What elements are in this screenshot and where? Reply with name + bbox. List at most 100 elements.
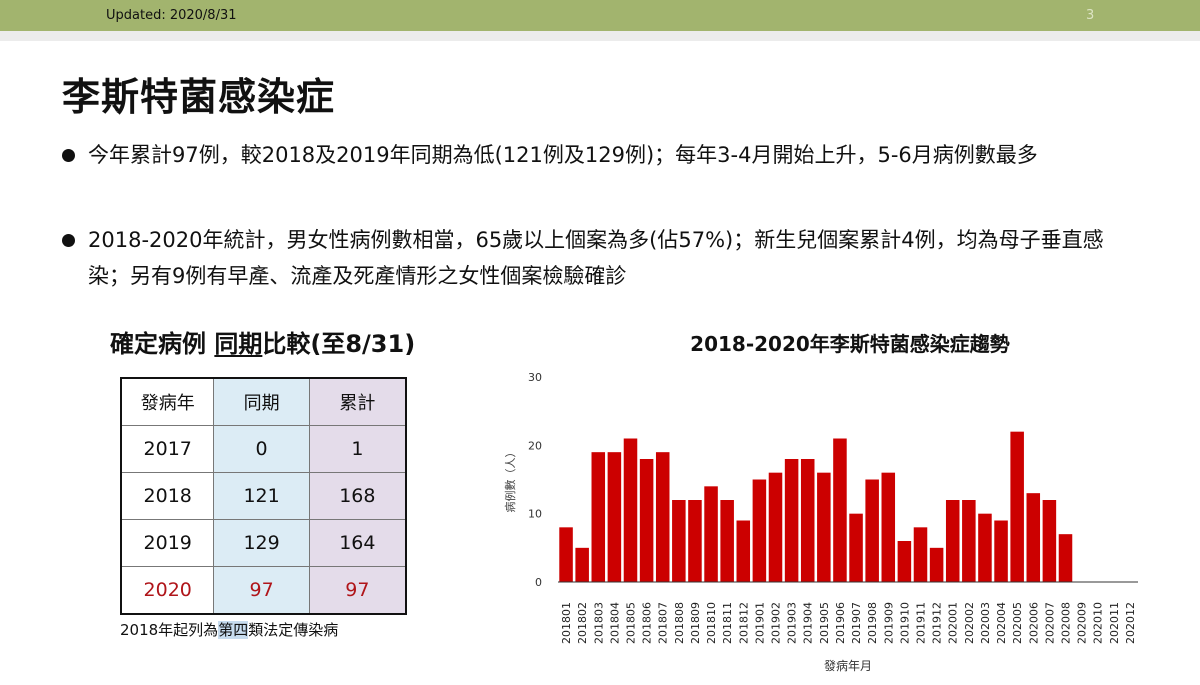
x-tick-label: 202002: [963, 602, 976, 644]
x-axis-ticks: 201801 201802 201803 201804 201805 201806 2018…: [560, 602, 1137, 644]
bar-201911: [913, 527, 928, 582]
x-tick-label: 201801: [560, 602, 573, 644]
table-header-row: 發病年 同期 累計: [120, 377, 407, 426]
bar-201905: [817, 472, 831, 582]
bullet-item: 今年累計97例，較2018及2019年同期為低(121例及129例)；每年3-4…: [62, 137, 1122, 209]
column-header: 累計: [308, 377, 407, 426]
table-title: 確定病例 同期比較(至8/31): [110, 324, 415, 359]
x-tick-label: 201903: [786, 602, 799, 644]
table-cell: 97: [308, 566, 407, 615]
bar-201806: [639, 459, 654, 582]
bar-201904: [800, 459, 815, 582]
bar-201910: [897, 541, 912, 582]
footnote-part: 類法定傳染病: [248, 621, 339, 639]
page-number: 3: [1086, 8, 1095, 23]
chart-title: 2018-2020年李斯特菌感染症趨勢: [690, 332, 1010, 356]
table-footnote: 2018年起列為第四類法定傳染病: [120, 619, 338, 640]
table-row-current-year: 2020 97 97: [120, 566, 407, 615]
x-tick-label: 202008: [1060, 602, 1073, 644]
x-tick-label: 201809: [689, 602, 702, 644]
x-tick-label: 201906: [834, 602, 847, 644]
bar-201807: [655, 452, 670, 582]
x-tick-label: 202001: [947, 602, 960, 644]
x-tick-label: 201911: [915, 602, 928, 644]
bullet-text: 今年累計97例，較2018及2019年同期為低(121例及129例)；每年3-4…: [88, 143, 1038, 167]
table-row: 2018 121 168: [120, 472, 407, 520]
footnote-part: 2018年起列為: [120, 621, 219, 639]
x-tick-label: 201904: [802, 602, 815, 644]
bar-201810: [704, 486, 718, 582]
bar-201803: [591, 452, 606, 582]
bar-202005: [1010, 431, 1024, 582]
bar-201908: [865, 479, 879, 582]
bar-201811: [720, 500, 734, 582]
x-tick-label: 202011: [1108, 602, 1121, 644]
bar-202006: [1026, 493, 1041, 582]
x-tick-label: 201804: [608, 602, 621, 644]
table-cell: 129: [213, 519, 310, 567]
table-cell: 2019: [120, 519, 215, 567]
x-tick-label: 201910: [898, 602, 911, 644]
x-tick-label: 202007: [1043, 602, 1056, 644]
bullet-dot-icon: [62, 149, 75, 162]
x-tick-label: 201807: [657, 602, 670, 644]
bar-201903: [784, 459, 799, 582]
x-tick-label: 201907: [850, 602, 863, 644]
x-tick-label: 201803: [592, 602, 605, 644]
x-tick-label: 201902: [770, 602, 783, 644]
bar-201804: [607, 452, 622, 582]
x-tick-label: 201811: [721, 602, 734, 644]
y-axis-label: 病例數（人）: [503, 447, 517, 513]
bar-201801: [559, 527, 573, 582]
bar-201809: [688, 500, 702, 582]
bar-202004: [994, 520, 1008, 582]
x-tick-label: 201905: [818, 602, 831, 644]
table-cell: 2017: [120, 425, 215, 473]
table-row: 2019 129 164: [120, 519, 407, 567]
x-tick-label: 202012: [1124, 602, 1137, 644]
bar-201805: [623, 438, 638, 582]
bar-201909: [881, 472, 896, 582]
x-tick-label: 202010: [1092, 602, 1105, 644]
x-tick-label: 201901: [753, 602, 766, 644]
y-tick-label: 30: [528, 371, 542, 384]
x-tick-label: 201908: [866, 602, 879, 644]
table-cell: 164: [308, 519, 407, 567]
table-cell: 168: [308, 472, 407, 520]
x-axis-label: 發病年月: [824, 658, 872, 673]
x-tick-label: 201808: [673, 602, 686, 644]
table-row: 2017 0 1: [120, 425, 407, 473]
bullet-text: 2018-2020年統計，男女性病例數相當，65歲以上個案為多(佔57%)；新生…: [88, 228, 1104, 288]
column-header: 發病年: [120, 377, 215, 426]
x-tick-label: 202003: [979, 602, 992, 644]
bar-201907: [849, 513, 863, 582]
table-title-part: 比較(至8/31): [262, 330, 416, 358]
header-bar: Updated: 2020/8/31 3: [0, 0, 1200, 31]
bar-202003: [978, 513, 992, 582]
y-tick-label: 20: [528, 439, 542, 452]
x-tick-label: 201805: [625, 602, 638, 644]
x-tick-label: 201909: [882, 602, 895, 644]
bar-202001: [945, 500, 960, 582]
footnote-highlight: 第四: [218, 621, 249, 639]
y-tick-label: 0: [535, 576, 542, 589]
bar-201906: [833, 438, 847, 582]
x-tick-label: 201912: [931, 602, 944, 644]
table-title-part: 確定病例: [110, 330, 206, 358]
y-axis-ticks: 0 10 20 30: [528, 371, 542, 589]
x-tick-label: 202006: [1027, 602, 1040, 644]
table-cell: 1: [308, 425, 407, 473]
bar-202008: [1058, 534, 1073, 582]
table-cell: 97: [213, 566, 310, 615]
bar-202007: [1042, 500, 1057, 582]
table-title-underlined: 同期: [214, 330, 263, 358]
bar-201802: [575, 547, 589, 582]
x-tick-label: 201812: [737, 602, 750, 644]
bar-series: [559, 431, 1073, 582]
bar-201901: [752, 479, 767, 582]
table-cell: 2020: [120, 566, 215, 615]
x-tick-label: 202004: [995, 602, 1008, 644]
comparison-table: 發病年 同期 累計 2017 0 1 2018 121 168 2019 129…: [120, 377, 407, 615]
x-tick-label: 202005: [1011, 602, 1024, 644]
